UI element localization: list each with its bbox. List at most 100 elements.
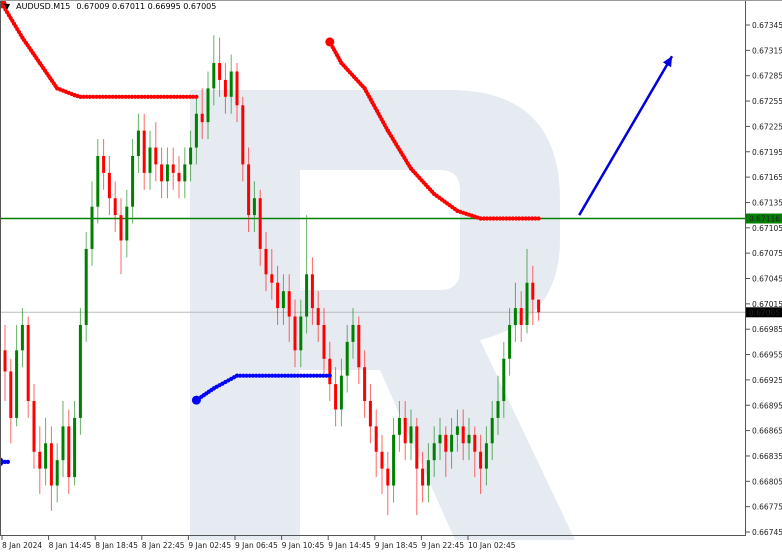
- candle: [264, 232, 268, 292]
- candle-body: [258, 198, 262, 249]
- candle: [235, 63, 239, 123]
- candle-body: [154, 147, 158, 165]
- candle-body: [450, 434, 454, 452]
- indicator-dot: [84, 94, 89, 99]
- indicator-dot: [270, 373, 275, 378]
- candle-body: [107, 172, 111, 199]
- indicator-dot: [116, 94, 122, 99]
- time-axis[interactable]: 8 Jan 2024 8 Jan 14:45 8 Jan 18:45 8 Jan 22…: [1, 536, 516, 550]
- candle: [229, 54, 233, 114]
- x-tick-label: 8 Jan 14:45: [49, 541, 92, 550]
- x-tick-label: 9 Jan 06:45: [235, 541, 278, 550]
- candle: [496, 375, 500, 435]
- candle-body: [397, 417, 401, 435]
- candle-body: [345, 341, 349, 376]
- candle: [473, 426, 477, 478]
- candle: [334, 367, 338, 427]
- indicator-dot: [174, 94, 180, 99]
- indicator-dot: [488, 216, 493, 221]
- candle: [328, 341, 332, 402]
- candle-body: [415, 426, 419, 469]
- candle: [397, 401, 401, 452]
- candle-body: [537, 299, 541, 313]
- candle: [537, 299, 541, 321]
- y-tick-label: 0.66985: [752, 325, 782, 334]
- candle: [148, 130, 152, 190]
- candle-body: [508, 324, 512, 359]
- candle-body: [438, 434, 442, 444]
- ohlc-readout: 0.67009 0.67011 0.66995 0.67005: [76, 2, 217, 11]
- indicator-dot: [523, 216, 528, 221]
- candle: [519, 291, 523, 342]
- y-tick-label: 0.66775: [752, 503, 782, 512]
- candle-body: [148, 147, 152, 173]
- y-tick-label: 0.67285: [752, 72, 782, 81]
- candle-body: [287, 291, 291, 317]
- x-tick-label: 9 Jan 22:45: [421, 541, 464, 550]
- candle: [84, 232, 88, 342]
- candle-body: [421, 468, 425, 486]
- candle-body: [55, 460, 59, 486]
- y-tick-label: 0.67045: [752, 275, 782, 284]
- candle-body: [49, 443, 53, 486]
- price-axis[interactable]: 0.67345 0.67315 0.67285 0.67255 0.67225 0.671…: [746, 21, 782, 537]
- candle: [67, 409, 71, 494]
- candle: [305, 215, 309, 334]
- candle-body: [3, 350, 7, 372]
- indicator-dot: [494, 216, 499, 221]
- candle: [450, 417, 454, 469]
- candle: [432, 426, 436, 478]
- candle: [119, 198, 123, 275]
- indicator-dot: [149, 94, 154, 99]
- candle-body: [125, 206, 129, 241]
- candle: [73, 401, 77, 486]
- indicator-dotted-line: [191, 373, 332, 405]
- y-tick-label: 0.67315: [752, 46, 782, 55]
- candle: [160, 147, 164, 199]
- candle: [403, 401, 407, 461]
- candle: [345, 324, 349, 393]
- candle: [293, 299, 297, 368]
- candle: [177, 155, 181, 199]
- candle-body: [38, 451, 42, 469]
- indicator-dot: [113, 94, 118, 99]
- indicator-dot: [292, 373, 297, 378]
- candle: [455, 409, 459, 452]
- candle-body: [119, 215, 123, 241]
- dropdown-triangle-icon[interactable]: ▼: [4, 2, 11, 11]
- indicator-dot: [78, 94, 83, 99]
- candle: [357, 316, 361, 385]
- candle: [258, 189, 262, 266]
- candle: [508, 308, 512, 376]
- candle-body: [328, 358, 332, 385]
- candle: [107, 155, 111, 216]
- candle-body: [334, 384, 338, 410]
- candle-body: [235, 71, 239, 106]
- candle: [96, 139, 100, 224]
- indicator-dot: [181, 94, 186, 99]
- candle-body: [218, 63, 222, 80]
- candle-body: [392, 434, 396, 486]
- indicator-dot: [184, 94, 189, 99]
- y-tick-label: 0.67255: [752, 97, 782, 106]
- indicator-dot: [133, 94, 138, 99]
- candle-body: [90, 206, 94, 249]
- indicator-dot: [263, 373, 268, 378]
- indicator-dot: [279, 373, 284, 378]
- candle: [316, 291, 320, 342]
- indicator-dotted-line: [325, 37, 541, 221]
- candle: [206, 71, 210, 140]
- candle: [212, 35, 216, 106]
- candle: [392, 417, 396, 503]
- y-tick-label: 0.67195: [752, 148, 782, 157]
- candle: [339, 358, 343, 427]
- candle: [200, 88, 204, 140]
- plot-frame: [0, 0, 746, 536]
- candle-body: [270, 274, 274, 283]
- candle-body: [444, 434, 448, 452]
- candle: [426, 443, 430, 503]
- candle: [44, 417, 48, 486]
- candle-body: [32, 401, 36, 452]
- candle: [479, 434, 483, 494]
